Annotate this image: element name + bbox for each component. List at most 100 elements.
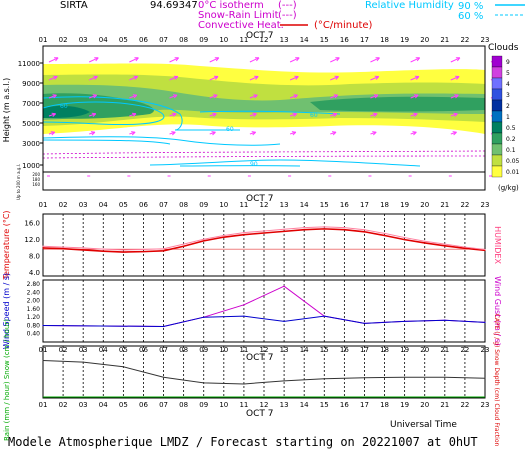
temperature-point: [303, 229, 305, 231]
hour-label-rain: 10: [219, 346, 228, 354]
clouds-legend-level: 0.2: [506, 136, 516, 143]
hour-label-mid: 16: [340, 201, 349, 209]
hour-label-top: 12: [260, 36, 269, 44]
wind-speed-point: [162, 325, 165, 328]
hour-label-bottom: 09: [199, 401, 208, 409]
hour-label-top: 05: [119, 36, 128, 44]
hour-label-top: 19: [400, 36, 409, 44]
hour-label-mid: 15: [320, 201, 329, 209]
wind-gust-point: [243, 304, 245, 306]
hour-label-mid: 19: [400, 201, 409, 209]
temperature-point: [42, 247, 44, 249]
hour-label-rain: 15: [320, 346, 329, 354]
hour-label-rain: 11: [239, 346, 248, 354]
height-axis-label: Height (m a.s.l.): [2, 78, 11, 143]
hour-label-top: 22: [460, 36, 469, 44]
clouds-legend-level: 0.5: [506, 125, 516, 132]
hour-label-mid: 01: [39, 201, 48, 209]
humidex-point: [383, 232, 386, 235]
snow-rain-line: [42, 155, 486, 159]
wind-axis-label: Wind Speed (m / s): [2, 273, 11, 349]
hour-label-mid: 13: [280, 201, 289, 209]
wind-speed-point: [404, 320, 406, 322]
humidex-point: [464, 246, 466, 248]
clouds-legend-level: 5: [506, 70, 510, 77]
humidex-point: [323, 226, 325, 228]
hour-label-bottom: 01: [39, 401, 48, 409]
cloud-fraction-point: [404, 376, 406, 378]
clouds-legend-swatch: [491, 88, 503, 101]
hour-label-bottom: 03: [79, 401, 88, 409]
hour-label-mid: 04: [99, 201, 108, 209]
clouds-legend-level: 1: [506, 114, 510, 121]
humidex-point: [283, 228, 285, 230]
hour-label-top: 03: [79, 36, 88, 44]
temperature-tick: 4.0: [29, 269, 40, 277]
temperature-point: [484, 249, 486, 251]
temperature-tick: 16.0: [24, 219, 40, 227]
hour-label-mid: 22: [460, 201, 469, 209]
legend-convective: Convective Heat.: [198, 20, 284, 31]
rain-axis-label: Rain (mm / hour) Snow (cm / hour): [3, 319, 11, 441]
hour-label-rain: 16: [340, 346, 349, 354]
wind-tick: 2.00: [27, 298, 41, 305]
temperature-point: [464, 247, 466, 249]
hour-label-rain: 21: [440, 346, 449, 354]
hour-label-bottom: 05: [119, 401, 128, 409]
hour-label-top: 07: [159, 36, 168, 44]
temperature-tick: 12.0: [24, 236, 40, 244]
humidex-point: [142, 248, 145, 251]
cloud-fraction-point: [484, 377, 486, 379]
wind-speed-point: [363, 322, 366, 324]
date-label-top: OCT 7: [246, 31, 273, 41]
hour-label-bottom: 02: [59, 401, 68, 409]
hour-label-bottom: 20: [420, 401, 429, 409]
hour-label-bottom: 06: [139, 401, 148, 409]
hour-label-rain: 04: [99, 346, 108, 354]
hour-grid: [62, 214, 466, 398]
clouds-legend-swatch: [491, 121, 503, 134]
wind-speed-point: [42, 324, 44, 327]
humidex-point: [263, 230, 265, 232]
humidex-point: [122, 249, 124, 251]
clouds-legend-swatch: [491, 66, 503, 79]
hour-label-top: 18: [380, 36, 389, 44]
temperature-point: [102, 250, 104, 252]
rh-contour-label: 60: [226, 126, 234, 133]
temperature-point: [444, 245, 446, 247]
hour-label-top: 20: [420, 36, 429, 44]
humidex-point: [343, 227, 345, 229]
hour-label-top: 14: [300, 36, 309, 44]
clouds-legend-swatch: [491, 165, 503, 178]
humidex-point: [363, 229, 366, 231]
hour-label-rain: 08: [179, 346, 188, 354]
hour-label-top: 02: [59, 36, 68, 44]
height-tick: 11000: [18, 60, 40, 68]
hour-label-rain: 03: [79, 346, 88, 354]
hour-label-bottom: 18: [380, 401, 389, 409]
wind-speed-point: [283, 320, 285, 322]
hour-label-mid: 17: [360, 201, 369, 209]
height-low-axis-label: Up to 200 m a.g.l.: [16, 164, 21, 200]
rh-contour-label: 60: [310, 112, 318, 119]
hour-label-top: 11: [239, 36, 248, 44]
temperature-point: [162, 250, 165, 252]
hour-label-rain: 14: [300, 346, 309, 354]
temperature-axis-label: Temperature (°C): [2, 210, 11, 280]
hour-label-rain: 18: [380, 346, 389, 354]
date-label-bottom: OCT 7: [246, 409, 273, 419]
cloud-heatmap: [43, 63, 485, 134]
humidex-point: [62, 246, 64, 248]
hour-label-rain: 07: [159, 346, 168, 354]
hour-label-top: 06: [139, 36, 148, 44]
hour-label-rain: 22: [460, 346, 469, 354]
hour-label-bottom: 07: [159, 401, 168, 409]
clouds-legend-level: 0.05: [506, 158, 520, 165]
hour-label-top: 04: [99, 36, 108, 44]
wind-speed-point: [243, 315, 245, 317]
clouds-legend-unit: (g/kg): [498, 184, 519, 192]
humidex-axis-label: HUMIDEX: [493, 226, 502, 264]
station-name: SIRTA: [60, 0, 88, 11]
humidex-point: [42, 245, 44, 247]
wind-tick: 2.80: [27, 281, 41, 288]
